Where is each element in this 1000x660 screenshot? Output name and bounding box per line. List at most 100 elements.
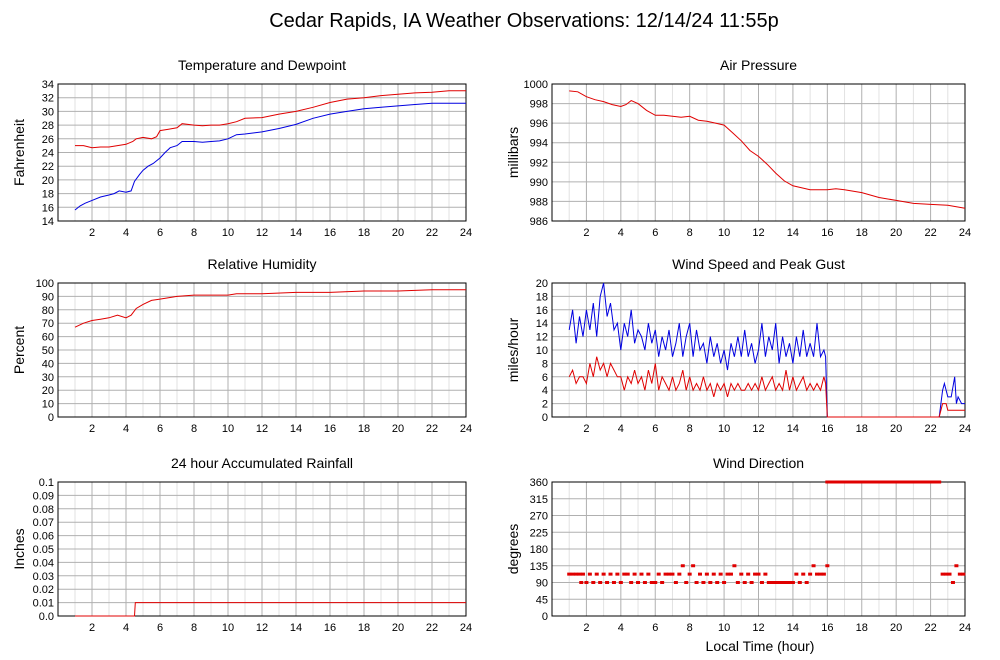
data-point xyxy=(718,572,723,576)
x-tick-label: 4 xyxy=(123,622,129,634)
x-tick-label: 14 xyxy=(290,622,302,634)
data-point xyxy=(684,581,689,584)
data-point xyxy=(780,581,785,584)
y-tick-label: 0.02 xyxy=(33,584,54,596)
y-tick-label: 18 xyxy=(42,189,54,201)
x-tick-label: 4 xyxy=(123,227,129,239)
data-point xyxy=(615,572,620,576)
data-point xyxy=(770,581,775,584)
series-line xyxy=(74,289,466,328)
data-point xyxy=(763,572,768,576)
x-tick-label: 6 xyxy=(652,423,658,435)
y-tick-label: 315 xyxy=(530,494,548,506)
x-tick-label: 16 xyxy=(324,622,336,634)
plot-frame xyxy=(551,83,966,222)
data-point xyxy=(787,581,792,584)
x-tick-label: 20 xyxy=(392,622,404,634)
series-line xyxy=(568,356,965,418)
y-tick-label: 270 xyxy=(530,511,548,523)
y-tick-label: 360 xyxy=(530,477,548,489)
y-tick-label: 90 xyxy=(536,578,548,590)
data-point xyxy=(961,572,966,576)
y-tick-label: 0 xyxy=(48,412,54,424)
data-point xyxy=(577,572,582,576)
data-point xyxy=(598,581,603,584)
y-tick-label: 2 xyxy=(542,399,548,411)
x-tick-label: 10 xyxy=(718,423,730,435)
x-tick-label: 14 xyxy=(787,622,799,634)
data-point xyxy=(601,572,606,576)
x-tick-label: 18 xyxy=(856,227,868,239)
x-tick-label: 6 xyxy=(652,227,658,239)
data-point xyxy=(708,581,713,584)
y-axis-label: miles/hour xyxy=(505,317,521,382)
x-tick-label: 20 xyxy=(890,423,902,435)
x-tick-label: 24 xyxy=(959,227,971,239)
plot-frame xyxy=(57,83,467,222)
y-tick-label: 16 xyxy=(42,202,54,214)
data-point xyxy=(722,581,727,584)
x-tick-label: 6 xyxy=(157,423,163,435)
x-tick-label: 22 xyxy=(924,227,936,239)
data-point xyxy=(608,572,613,576)
panel-title: Relative Humidity xyxy=(208,256,317,272)
x-tick-label: 2 xyxy=(89,423,95,435)
panel-title: 24 hour Accumulated Rainfall xyxy=(171,455,353,471)
plot-frame xyxy=(57,481,467,617)
data-point xyxy=(584,581,589,584)
data-point xyxy=(663,572,668,576)
data-point xyxy=(605,581,610,584)
y-tick-label: 14 xyxy=(42,216,54,228)
y-tick-label: 22 xyxy=(42,161,54,173)
y-tick-label: 60 xyxy=(42,332,54,344)
x-tick-label: 14 xyxy=(290,227,302,239)
data-point xyxy=(749,581,754,584)
data-point xyxy=(680,564,685,568)
y-tick-label: 4 xyxy=(542,385,548,397)
x-tick-label: 18 xyxy=(358,622,370,634)
y-tick-label: 988 xyxy=(530,196,548,208)
y-tick-label: 100 xyxy=(36,278,54,290)
y-tick-label: 34 xyxy=(42,79,54,91)
data-point xyxy=(694,581,699,584)
y-tick-label: 0 xyxy=(542,611,548,623)
data-point xyxy=(587,572,592,576)
x-tick-label: 10 xyxy=(222,423,234,435)
y-tick-label: 180 xyxy=(530,544,548,556)
y-tick-label: 8 xyxy=(542,358,548,370)
x-axis-label: Local Time (hour) xyxy=(706,638,815,654)
data-point xyxy=(735,581,740,584)
x-tick-label: 14 xyxy=(787,227,799,239)
x-tick-label: 20 xyxy=(890,227,902,239)
plot-frame xyxy=(551,282,966,418)
y-tick-label: 996 xyxy=(530,118,548,130)
y-tick-label: 0.03 xyxy=(33,571,54,583)
data-point xyxy=(759,581,764,584)
data-point xyxy=(947,572,952,576)
panel-rh: 2 4 6 8 10 12 14 16 18 20 22 2401020304050607080901… xyxy=(11,256,472,435)
data-point xyxy=(670,572,675,576)
x-tick-label: 16 xyxy=(821,622,833,634)
data-point xyxy=(646,572,651,576)
y-tick-label: 26 xyxy=(42,134,54,146)
y-tick-label: 10 xyxy=(536,345,548,357)
data-point xyxy=(954,564,959,568)
data-point xyxy=(732,564,737,568)
data-point xyxy=(725,572,730,576)
x-tick-label: 8 xyxy=(191,423,197,435)
panel-title: Temperature and Dewpoint xyxy=(178,57,346,73)
y-tick-label: 80 xyxy=(42,305,54,317)
panel-temp: 2 4 6 8 10 12 14 16 18 20 22 2414161820222426283032… xyxy=(11,57,472,239)
y-tick-label: 50 xyxy=(42,345,54,357)
x-tick-label: 22 xyxy=(924,423,936,435)
data-point xyxy=(697,572,702,576)
data-point xyxy=(632,572,637,576)
data-point xyxy=(574,572,579,576)
y-tick-label: 45 xyxy=(536,594,548,606)
x-tick-label: 12 xyxy=(256,622,268,634)
panel-direction: 2 4 6 8 10 12 14 16 18 20 22 2404590135180225270315… xyxy=(505,455,971,634)
data-point xyxy=(667,572,672,576)
data-point xyxy=(570,572,575,576)
y-axis-label: millibars xyxy=(505,127,521,178)
y-tick-label: 0.06 xyxy=(33,531,54,543)
